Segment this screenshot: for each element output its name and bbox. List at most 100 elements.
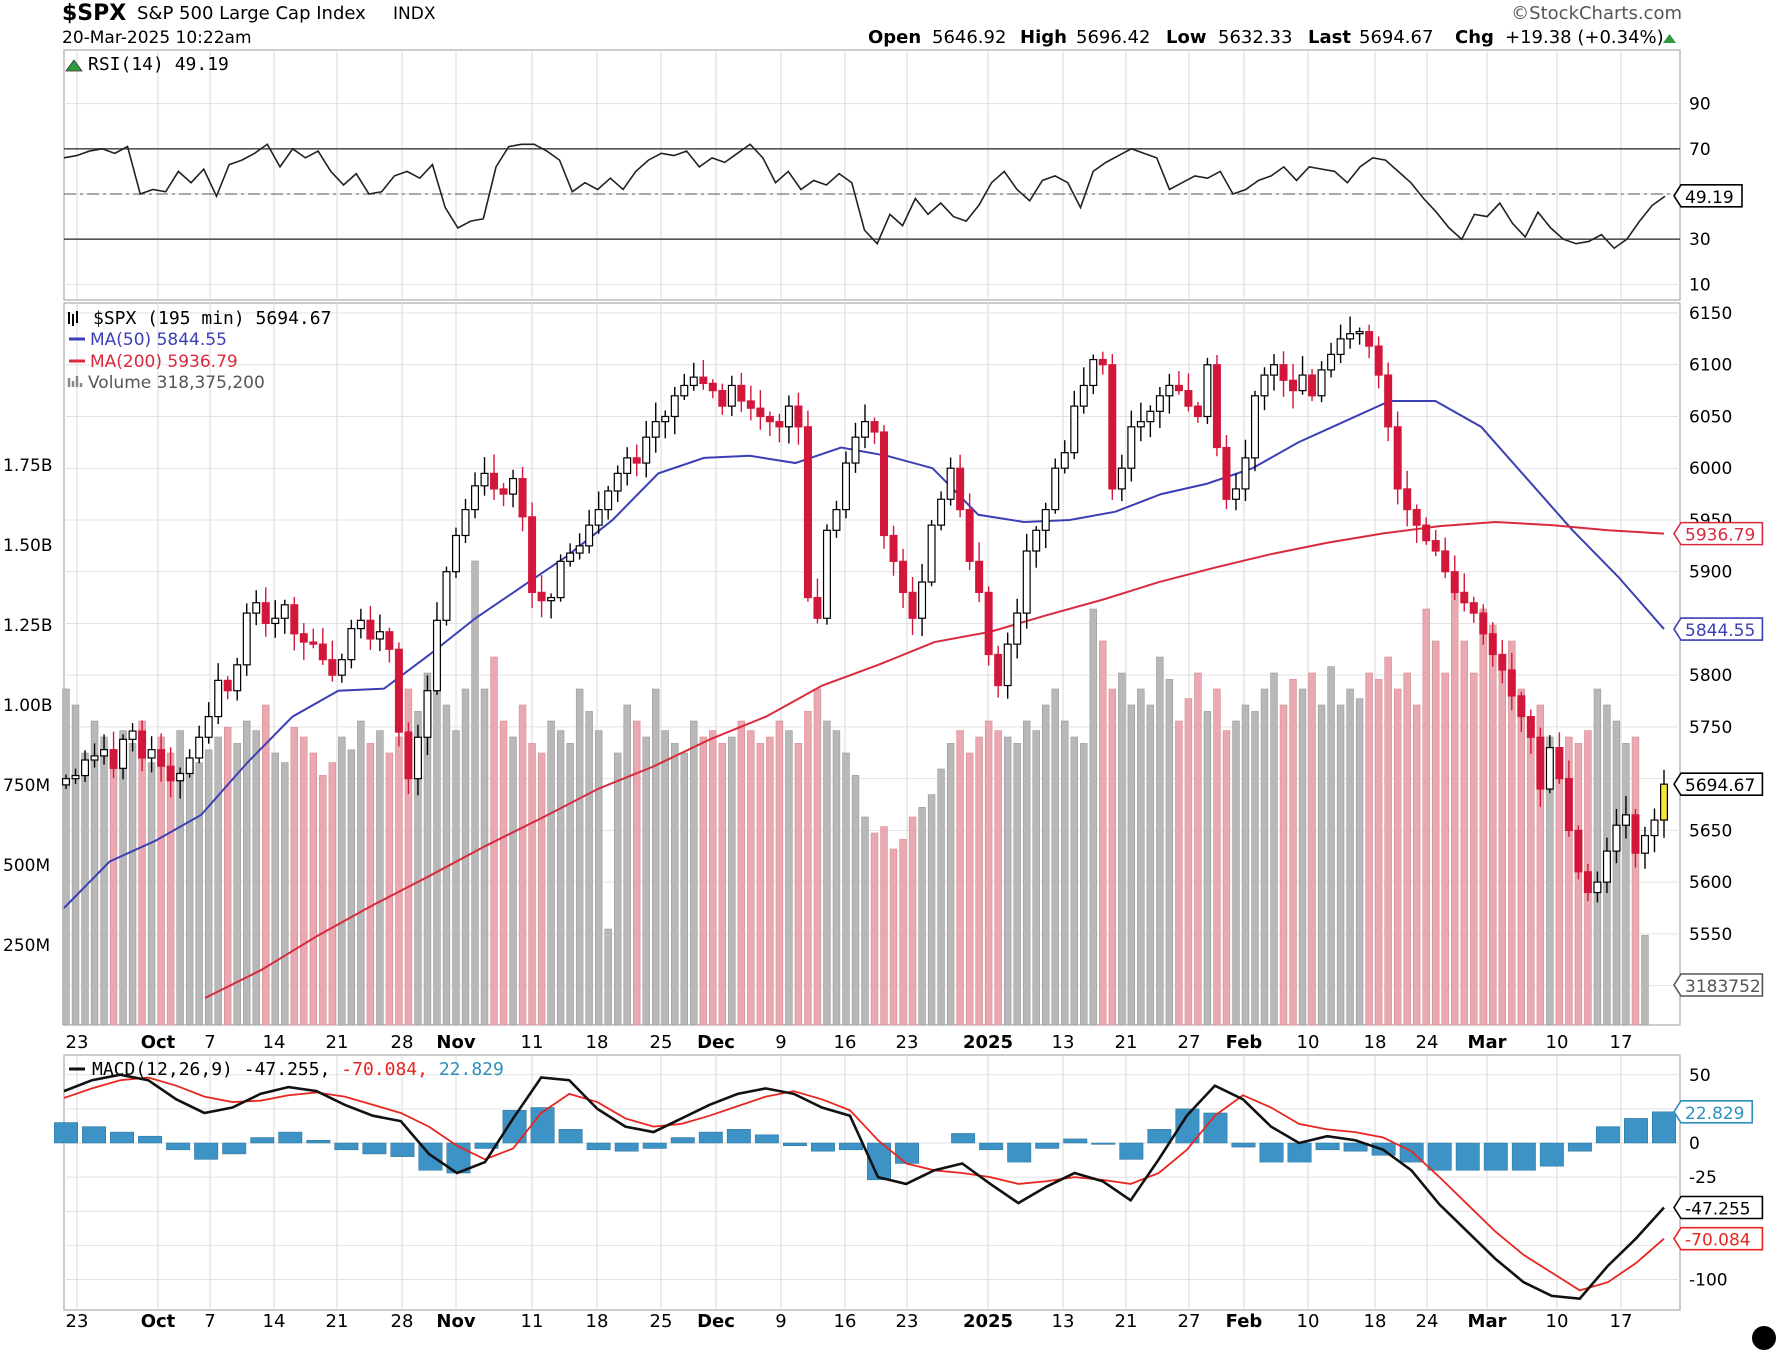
candle-body (613, 472, 622, 492)
candle-body (927, 524, 936, 583)
macd-x-tick: Dec (697, 1311, 735, 1332)
candle-body (661, 415, 670, 423)
volume-bar (1003, 736, 1012, 1026)
volume-bar (661, 730, 669, 1026)
candle-body (1193, 405, 1202, 418)
rsi-y-tick: 70 (1689, 140, 1711, 160)
volume-bar (613, 752, 622, 1026)
volume-bar (889, 848, 898, 1026)
volume-bar (1175, 720, 1183, 1026)
candle-body (518, 477, 527, 518)
candle-body (1003, 643, 1012, 687)
price-x-tick: 25 (650, 1032, 673, 1053)
volume-bar (1574, 743, 1583, 1026)
candle-body (708, 382, 717, 392)
datetime-label: 20-Mar-2025 10:22am (62, 28, 252, 48)
volume-bar (1051, 688, 1059, 1026)
macd-histogram-bar (1259, 1142, 1284, 1163)
chg-value: +19.38 (+0.34%) (1505, 27, 1664, 48)
macd-histogram-bar (1511, 1142, 1536, 1171)
macd-histogram-bar (334, 1142, 359, 1151)
candle-body (1593, 881, 1602, 894)
volume-bar (1412, 704, 1421, 1026)
macd-histogram-bar (810, 1142, 835, 1152)
candle-body (756, 407, 765, 418)
macd-histogram-bar (250, 1137, 275, 1144)
macd-y-tick: 50 (1689, 1066, 1711, 1086)
price-x-tick: 21 (326, 1032, 349, 1053)
volume-bar (1555, 752, 1564, 1026)
macd-histogram-bar (1007, 1142, 1032, 1163)
high-label: High (1020, 27, 1067, 48)
macd-y-tick: 0 (1689, 1134, 1700, 1154)
candlestick-legend-icon (68, 311, 78, 326)
candle-body (1241, 457, 1250, 490)
candle-body (157, 749, 166, 767)
candle-body (1403, 488, 1412, 511)
candle-body (347, 628, 356, 661)
price-x-tick: 24 (1416, 1032, 1439, 1053)
price-x-tick: 17 (1610, 1032, 1633, 1053)
price-y-tick: 6150 (1689, 304, 1732, 324)
macd-x-tick: 23 (896, 1311, 919, 1332)
macd-histogram-bar (110, 1131, 135, 1144)
price-x-tick: 28 (391, 1032, 414, 1053)
candle-body (423, 690, 432, 738)
candle-body (1564, 778, 1573, 831)
candle-body (670, 395, 679, 418)
volume-bar (775, 720, 784, 1026)
candle-body (699, 376, 708, 384)
volume-bar (233, 743, 241, 1026)
volume-bar (452, 730, 460, 1026)
volume-bar (1441, 672, 1449, 1026)
macd-histogram-bar (1287, 1142, 1312, 1163)
macd-histogram-bar (614, 1142, 639, 1152)
candle-body (109, 749, 118, 769)
volume-bar (1489, 624, 1497, 1026)
price-x-tick: 7 (204, 1032, 215, 1053)
volume-bar (870, 832, 879, 1026)
macd-histogram-bar (642, 1142, 667, 1149)
volume-bar (1289, 679, 1297, 1026)
ma200-legend: MA(200) 5936.79 (90, 352, 238, 372)
price-y-tick: 5550 (1689, 925, 1732, 945)
volume-bar (690, 720, 698, 1026)
macd-histogram-bar (1539, 1142, 1564, 1167)
candle-body (90, 755, 99, 761)
volume-bar (1317, 704, 1326, 1026)
volume-bar (528, 743, 536, 1026)
volume-bar (946, 743, 955, 1026)
candle-body (965, 509, 974, 562)
volume-bar (1365, 672, 1373, 1026)
volume-bar (357, 720, 365, 1026)
price-x-tick: 10 (1546, 1032, 1569, 1053)
macd-line (63, 1073, 1665, 1300)
candle-body (404, 731, 413, 780)
candle-body (870, 421, 879, 433)
candle-body (1507, 669, 1516, 697)
macd-histogram-bar (1091, 1142, 1116, 1145)
volume-bar (395, 736, 403, 1026)
volume-bar (956, 730, 964, 1026)
volume-bar (195, 762, 203, 1026)
scroll-dot-icon[interactable] (1752, 1326, 1776, 1350)
candle-body (727, 384, 736, 407)
volume-bar (480, 688, 489, 1026)
macd-histogram-bar (1483, 1142, 1508, 1171)
volume-bar (1099, 640, 1107, 1026)
volume-bar (204, 749, 213, 1026)
volume-bar (1612, 720, 1621, 1026)
candle-body (1450, 571, 1459, 593)
candle-body (242, 612, 251, 666)
candle-body (689, 376, 698, 387)
volume-bar (994, 730, 1002, 1026)
open-label: Open (868, 27, 921, 48)
macd-x-tick: Oct (141, 1311, 176, 1332)
volume-bar (1393, 688, 1402, 1026)
rsi-panel: 90 70 30 10 RSI(14) 49.19 49.19 (63, 49, 1743, 301)
volume-y-tick: 1.50B (3, 536, 53, 556)
candle-body (899, 560, 908, 593)
candle-body (451, 534, 460, 573)
macd-histogram-bar (82, 1126, 106, 1144)
price-y-tick: 6100 (1689, 356, 1732, 376)
